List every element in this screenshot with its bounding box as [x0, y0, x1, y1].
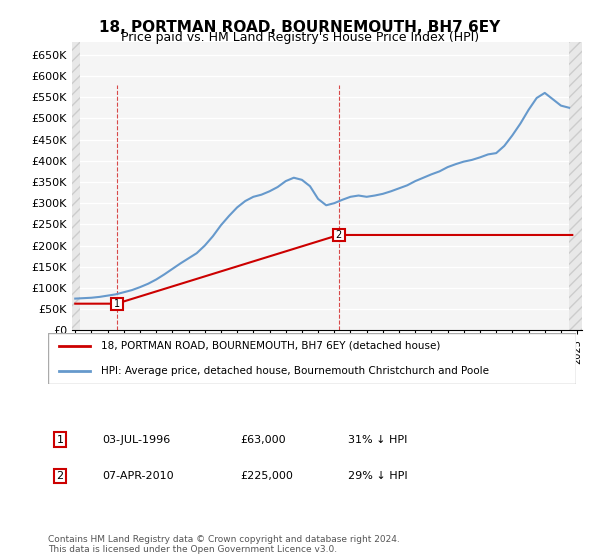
Text: Contains HM Land Registry data © Crown copyright and database right 2024.
This d: Contains HM Land Registry data © Crown c… — [48, 535, 400, 554]
Text: 18, PORTMAN ROAD, BOURNEMOUTH, BH7 6EY (detached house): 18, PORTMAN ROAD, BOURNEMOUTH, BH7 6EY (… — [101, 341, 440, 351]
Text: 03-JUL-1996: 03-JUL-1996 — [102, 435, 170, 445]
Text: 31% ↓ HPI: 31% ↓ HPI — [348, 435, 407, 445]
Text: 1: 1 — [56, 435, 64, 445]
Text: 29% ↓ HPI: 29% ↓ HPI — [348, 471, 407, 481]
Text: 2: 2 — [56, 471, 64, 481]
Text: £225,000: £225,000 — [240, 471, 293, 481]
Text: 1: 1 — [113, 298, 119, 309]
Text: HPI: Average price, detached house, Bournemouth Christchurch and Poole: HPI: Average price, detached house, Bour… — [101, 366, 489, 376]
Text: 18, PORTMAN ROAD, BOURNEMOUTH, BH7 6EY: 18, PORTMAN ROAD, BOURNEMOUTH, BH7 6EY — [100, 20, 500, 35]
Text: £63,000: £63,000 — [240, 435, 286, 445]
Text: Price paid vs. HM Land Registry's House Price Index (HPI): Price paid vs. HM Land Registry's House … — [121, 31, 479, 44]
FancyBboxPatch shape — [48, 333, 576, 384]
Text: 2: 2 — [335, 230, 342, 240]
Text: 07-APR-2010: 07-APR-2010 — [102, 471, 173, 481]
